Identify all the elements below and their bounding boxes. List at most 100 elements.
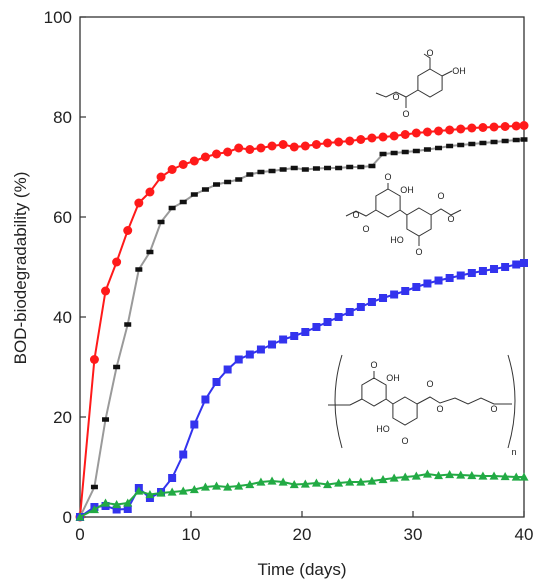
data-point [212, 149, 222, 159]
data-point [168, 474, 177, 482]
data-point [179, 199, 187, 205]
data-point [357, 164, 365, 170]
data-point [123, 505, 132, 513]
bond [385, 398, 394, 405]
bond [375, 89, 419, 98]
bracket-left [334, 354, 343, 449]
x-tick-label: 10 [182, 525, 201, 544]
data-point [423, 279, 432, 288]
data-point [411, 471, 421, 480]
repeat-subscript: n [511, 447, 516, 457]
data-point [445, 125, 455, 135]
data-point [389, 131, 399, 141]
data-point [389, 473, 399, 482]
atom-label: O [384, 172, 391, 182]
data-point [167, 165, 177, 174]
data-point [400, 130, 410, 139]
data-point [112, 257, 122, 267]
data-point [323, 318, 332, 326]
data-point [412, 148, 420, 154]
data-point [467, 471, 477, 480]
data-point [156, 172, 166, 182]
data-point [256, 477, 266, 486]
data-point [235, 177, 243, 182]
data-point [501, 138, 509, 144]
data-point [146, 249, 154, 255]
data-point [312, 166, 320, 171]
data-point [201, 395, 210, 404]
data-point [323, 138, 333, 148]
series-2 [76, 259, 528, 521]
data-point [212, 378, 221, 386]
x-tick-label: 0 [75, 525, 84, 544]
data-point [300, 141, 310, 151]
data-point [189, 485, 199, 494]
x-tick-label: 30 [404, 525, 423, 544]
data-point [245, 145, 255, 154]
data-point [468, 141, 476, 147]
data-point [101, 286, 111, 296]
data-point [346, 164, 354, 170]
data-point [368, 163, 376, 169]
data-point [301, 167, 309, 172]
atom-label: HO [376, 424, 390, 434]
data-point [500, 472, 510, 481]
data-point [356, 303, 365, 311]
atom-label: HO [390, 235, 404, 245]
data-point [400, 472, 410, 481]
x-tick-label: 40 [515, 525, 534, 544]
series-0 [75, 121, 529, 522]
data-point [500, 122, 510, 131]
series-line [79, 262, 525, 518]
atom-label: O [426, 48, 433, 58]
data-point [168, 205, 176, 211]
data-point [178, 160, 188, 169]
data-point [157, 219, 165, 225]
data-point [412, 283, 421, 291]
data-point [457, 142, 465, 148]
data-point [190, 420, 199, 429]
data-point [312, 323, 321, 331]
data-point [90, 484, 98, 490]
data-point [112, 505, 121, 514]
data-point [135, 267, 143, 272]
data-point [145, 490, 155, 499]
x-tick-label: 20 [293, 525, 312, 544]
data-point [189, 156, 199, 166]
data-point [311, 140, 321, 149]
data-point [256, 143, 266, 153]
data-point [134, 198, 144, 208]
data-point [422, 469, 432, 478]
data-point [145, 187, 155, 197]
data-point [246, 172, 254, 177]
data-point [300, 479, 310, 488]
data-point [512, 137, 520, 143]
atom-label: O [415, 247, 422, 257]
benzene-ring [417, 68, 443, 98]
data-point [324, 165, 332, 171]
data-point [334, 313, 343, 321]
series-line [79, 124, 525, 518]
data-point [190, 192, 198, 197]
data-point [102, 417, 110, 422]
data-point [323, 480, 333, 489]
data-point [245, 350, 254, 359]
y-tick-label: 80 [53, 108, 72, 127]
data-point [456, 470, 466, 479]
data-point [423, 147, 431, 152]
data-point [501, 263, 510, 271]
atom-label: OH [452, 66, 466, 76]
data-point [479, 140, 487, 146]
y-axis-title: BOD-biodegradability (%) [11, 172, 30, 365]
chart-series [75, 121, 529, 522]
data-point [490, 265, 499, 273]
atom-label: O [352, 210, 359, 220]
data-point [478, 123, 488, 132]
atom-label: O [437, 191, 444, 201]
data-point [378, 132, 388, 142]
data-point [290, 332, 299, 340]
data-point [178, 486, 188, 495]
atom-label: O [402, 109, 409, 119]
structure-polymer: O OH O HO O O On [328, 354, 517, 457]
data-point [256, 345, 265, 354]
